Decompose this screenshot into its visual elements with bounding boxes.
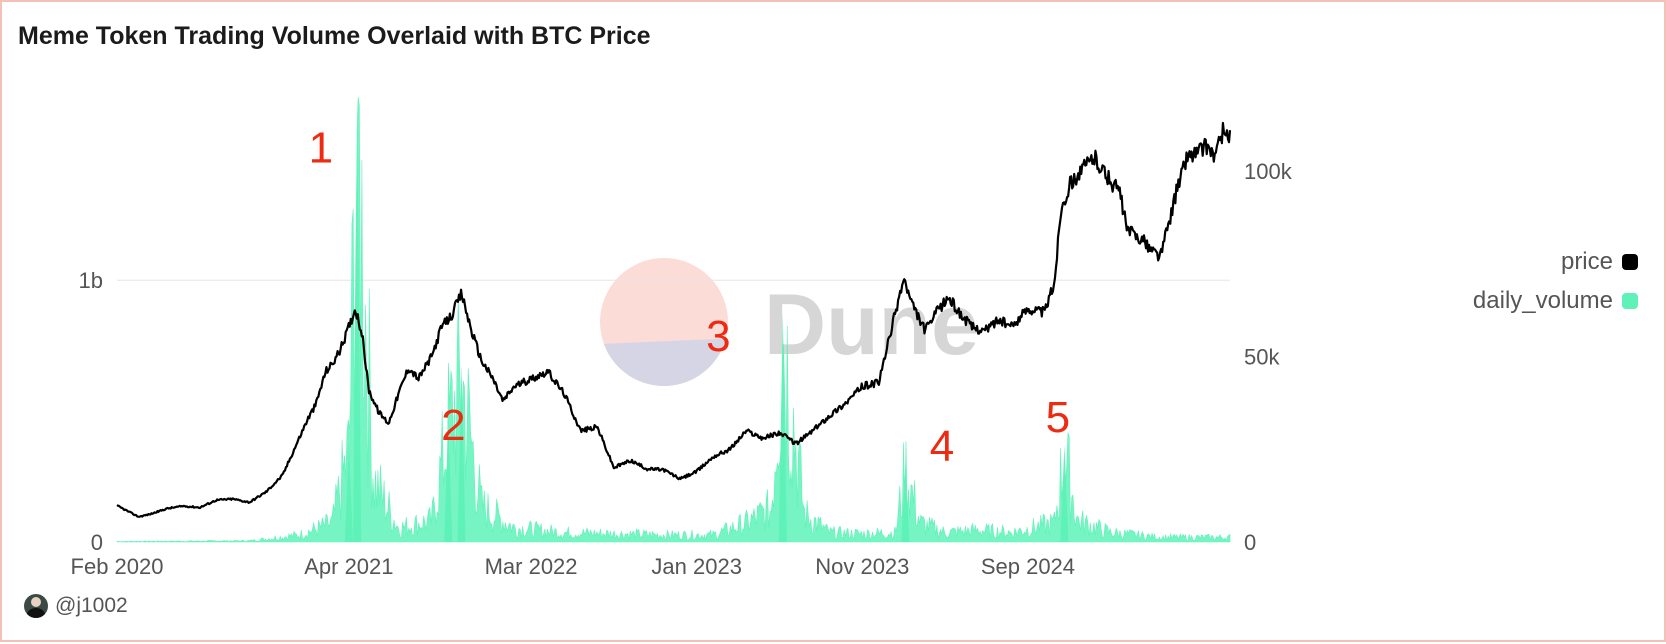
price-line: [116, 121, 1232, 518]
avatar: [24, 594, 48, 618]
watermark-text: Dune: [764, 277, 979, 373]
y-right-tick-label: 100k: [1244, 159, 1293, 184]
axes: 0 1b 0 50k 100k Feb 2020 Apr 2021 Mar 2022 Jan 2…: [71, 159, 1293, 579]
annotation-label: 4: [930, 422, 954, 471]
x-tick-label: Apr 2021: [304, 554, 393, 579]
legend: price daily_volume: [1473, 248, 1638, 315]
author-handle: @j1002: [55, 594, 128, 617]
y-right-tick-label: 0: [1244, 530, 1256, 555]
y-left-tick-label: 1b: [79, 268, 103, 293]
x-tick-label: Mar 2022: [485, 554, 578, 579]
daily-volume-spike: [344, 442, 353, 542]
daily-volume-spike: [1060, 445, 1069, 542]
annotation-label: 5: [1046, 393, 1070, 442]
chart-title: Meme Token Trading Volume Overlaid with …: [18, 22, 651, 50]
x-tick-label: Feb 2020: [71, 554, 164, 579]
dune-watermark: Dune: [600, 258, 979, 387]
annotation-label: 1: [309, 123, 333, 172]
legend-swatch-price: [1622, 254, 1638, 270]
annotation-label: 3: [706, 312, 730, 361]
x-tick-label: Sep 2024: [981, 554, 1075, 579]
y-right-tick-label: 50k: [1244, 345, 1280, 370]
x-tick-label: Nov 2023: [815, 554, 909, 579]
author-tag[interactable]: @j1002: [24, 594, 128, 618]
daily-volume-spike: [901, 463, 910, 542]
legend-swatch-daily-volume: [1622, 293, 1638, 309]
legend-label-price: price: [1560, 248, 1613, 275]
daily-volume-spike: [778, 311, 787, 542]
x-tick-label: Jan 2023: [651, 554, 742, 579]
price-layer: [116, 121, 1232, 518]
watermark-logo-bottom: [603, 338, 726, 387]
legend-item-daily-volume[interactable]: daily_volume: [1473, 287, 1638, 315]
daily-volume-spike: [444, 418, 453, 542]
legend-label-daily-volume: daily_volume: [1472, 287, 1613, 314]
annotation-label: 2: [441, 401, 465, 450]
daily-volume-area: [116, 96, 1231, 543]
legend-item-price[interactable]: price: [1561, 248, 1638, 276]
annotations: 1 2 3 4 5: [309, 123, 1071, 470]
y-left-tick-label: 0: [91, 530, 103, 555]
daily-volume-spike: [457, 364, 466, 542]
